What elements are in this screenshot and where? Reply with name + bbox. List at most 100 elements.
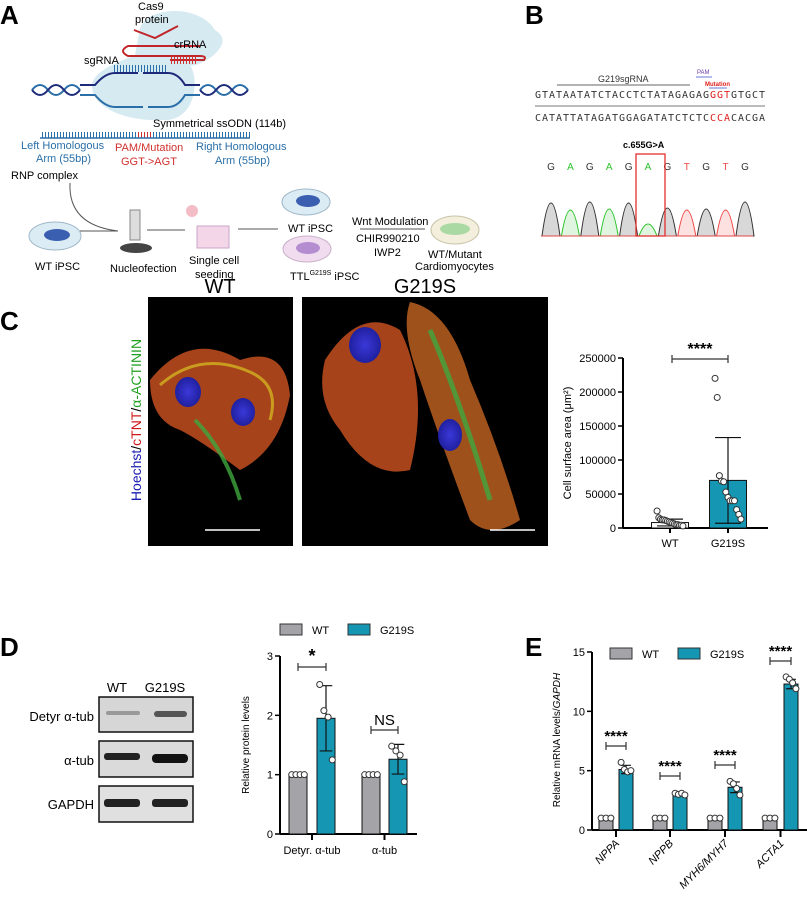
single-cell-label: Single cell	[189, 255, 239, 267]
chromatogram-peak-4	[619, 202, 639, 237]
e-wt-data-point	[607, 814, 615, 822]
panel-label-b: B	[525, 0, 544, 30]
legend-swatch-wt	[609, 647, 633, 660]
base-call-10: G	[741, 162, 749, 173]
blot-row-detyr: Detyr α-tub	[29, 709, 94, 724]
left-arm-label: Left Homologous	[21, 140, 105, 152]
significance-bracket	[769, 657, 792, 665]
legend-label-g219s: G219S	[710, 649, 744, 661]
significance-bracket	[605, 742, 627, 750]
x-tick-label: NPPA	[593, 838, 622, 867]
base-call-4: G	[625, 162, 633, 173]
y-tick-label: 3	[267, 651, 273, 663]
d-g219s-data-point	[392, 747, 400, 755]
wt-ipsc-label: WT iPSC	[35, 261, 80, 273]
y-tick-label: 10	[573, 706, 585, 718]
x-tick-label: α-tub	[372, 845, 397, 857]
sequence-top: GTATAATATCTACCTCTATAGAGAGGGTGTGCT	[535, 90, 765, 101]
e-g219s-bar	[783, 683, 799, 831]
base-call-8: G	[702, 162, 710, 173]
chromatogram-peak-3	[599, 208, 619, 237]
y-tick-label: 1	[267, 770, 273, 782]
panel-label-e: E	[525, 632, 542, 662]
e-wt-data-point	[716, 814, 724, 822]
blot-gapdh	[98, 785, 194, 823]
d-wt-data-point	[373, 771, 381, 779]
left-arm-label-2: Arm (55bp)	[36, 153, 91, 165]
ipsc-colony	[44, 229, 70, 241]
single-cell-icon	[186, 205, 198, 217]
base-call-6: G	[664, 162, 672, 173]
base-call-7: T	[684, 162, 690, 173]
legend-label-g219s: G219S	[380, 625, 414, 637]
legend-swatch-g219s	[347, 623, 371, 636]
cardiomyocytes-label-2: Cardiomyocytes	[415, 261, 494, 273]
d-g219s-data-point	[320, 707, 328, 715]
cas9-label: Cas9	[138, 1, 164, 13]
legend-swatch-wt	[279, 623, 303, 636]
base-call-5: A	[645, 162, 652, 173]
ttl-ipsc-label: TTLG219S iPSC	[290, 270, 360, 283]
seq-top-b: GTGCT	[731, 90, 765, 101]
panel-label-a: A	[0, 0, 19, 30]
crrna-bases	[170, 56, 198, 64]
base-call-0: G	[547, 162, 555, 173]
blot-lane-g219s: G219S	[145, 680, 186, 695]
c-wt-data-point	[653, 507, 661, 515]
y-tick-label: 0	[610, 523, 616, 535]
chart-relative-protein: 0 1 2 3 Detyr. α-tub α-tub * NS WT G219S Relative …	[241, 623, 417, 857]
significance-label: ****	[713, 747, 737, 764]
panel-d: D WT G219S Detyr α-tub α-tub GAPDH 0 1 2 3 D…	[0, 623, 417, 857]
right-arm-label-2: Arm (55bp)	[215, 155, 270, 167]
well-plate-icon	[196, 225, 230, 249]
significance-label: ****	[604, 728, 628, 745]
e-g219s-data-point	[617, 758, 625, 766]
e-g219s-data-point	[627, 767, 635, 775]
d-g219s-data-point	[396, 751, 404, 759]
significance-bracket	[659, 772, 681, 780]
y-tick-label: 100000	[579, 455, 616, 467]
c-g219s-data-point	[720, 478, 728, 486]
y-axis-label-prefix: Relative mRNA levels/	[552, 708, 563, 807]
left-arm-bases	[40, 132, 137, 138]
crrna-label: crRNA	[174, 39, 207, 51]
significance-label: ****	[769, 643, 793, 660]
g219s-micrograph	[302, 297, 548, 546]
c-g219s-data-point	[737, 515, 745, 523]
y-axis-label-italic: GAPDH	[552, 672, 563, 708]
ssodn-label: Symmetrical ssODN (114b)	[153, 118, 286, 130]
blot-a-tub	[98, 740, 194, 778]
sgrna-label: sgRNA	[84, 55, 120, 67]
base-call-1: A	[567, 162, 574, 173]
wt-image-title: WT	[204, 276, 235, 298]
stain-ctnt: cTNT	[128, 411, 144, 446]
seq-bottom-a: CATATTATAGATGGAGATATCTCTC	[535, 113, 709, 124]
y-tick-label: 0	[267, 829, 273, 841]
x-tick-label: MYH6/MYH7	[677, 837, 731, 891]
right-arm-bases	[153, 132, 250, 138]
ttl-suffix: iPSC	[331, 271, 359, 283]
blot-detyr-tub	[98, 696, 194, 733]
ttl-superscript: G219S	[310, 270, 332, 277]
stain-legend: Hoechst/cTNT/α-ACTININ	[128, 339, 144, 501]
right-arm-label: Right Homologous	[196, 141, 287, 153]
base-call-2: G	[586, 162, 594, 173]
chromatogram-peak-9	[716, 209, 736, 237]
sequence-bottom: CATATTATAGATGGAGATATCTCTCCCACACGA	[535, 113, 765, 124]
significance-bracket	[671, 355, 729, 363]
d-g219s-data-point	[324, 713, 332, 721]
crrna-strand	[133, 25, 179, 40]
significance-bracket	[370, 726, 399, 734]
mutation-label: Mutation	[705, 82, 730, 88]
e-wt-data-point	[771, 814, 779, 822]
chromatogram-peak-0	[541, 202, 561, 237]
y-tick-label: 15	[573, 647, 585, 659]
e-g219s-bar	[618, 768, 634, 831]
pam-mutation-label: PAM/Mutation	[115, 142, 183, 154]
mutation-bases	[137, 132, 153, 138]
y-axis-label: Cell surface area (μm²)	[562, 387, 574, 500]
y-tick-label: 5	[579, 766, 585, 778]
dna-open-top	[80, 72, 200, 86]
blot-row-gapdh: GAPDH	[48, 797, 94, 812]
y-tick-label: 200000	[579, 387, 616, 399]
